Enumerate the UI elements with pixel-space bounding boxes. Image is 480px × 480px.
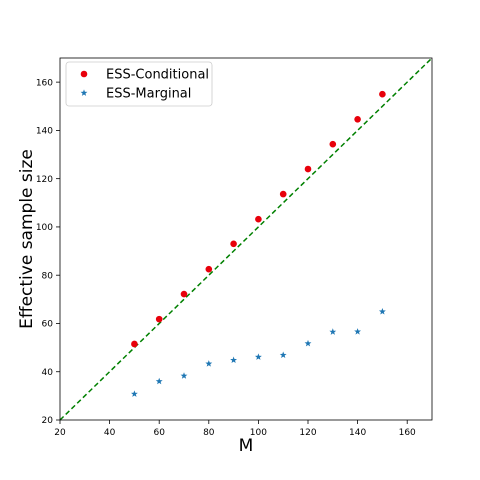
ess-marginal-point — [205, 360, 213, 367]
ess-marginal-point — [254, 353, 262, 360]
ess-conditional-point — [155, 315, 163, 323]
x-tick-label: 100 — [250, 428, 267, 438]
ess-conditional-point — [379, 90, 386, 98]
ess-conditional-point — [131, 340, 138, 348]
legend-box — [65, 61, 213, 107]
reference-line — [59, 57, 433, 421]
ess-conditional-point — [329, 140, 337, 148]
y-tick-label: 100 — [36, 223, 53, 233]
y-tick-label: 40 — [42, 368, 54, 378]
y-tick-label: 60 — [42, 320, 54, 330]
ess-conditional-point — [255, 215, 262, 223]
ess-conditional-point — [304, 165, 312, 173]
ess-marginal-point — [155, 377, 163, 385]
ess-conditional-point — [180, 290, 188, 298]
x-axis: 20 40 60 80 100 120 140 160 — [54, 420, 416, 438]
ess-marginal-point — [180, 372, 188, 379]
legend: ESS-Conditional ESS-Marginal — [65, 61, 213, 107]
ess-marginal-point — [304, 339, 312, 347]
ess-marginal-point — [279, 351, 287, 358]
ess-conditional-point — [205, 265, 213, 273]
ess-marginal-point — [378, 308, 386, 315]
x-tick-label: 160 — [399, 428, 416, 438]
legend-label: ESS-Conditional — [106, 68, 209, 83]
ess-marginal-point — [130, 390, 138, 397]
ess-marginal-point — [329, 328, 337, 335]
ess-conditional-point — [354, 115, 361, 123]
axes-frame — [59, 57, 433, 421]
ess-marginal-point — [230, 356, 238, 364]
x-tick-label: 120 — [299, 428, 316, 438]
y-tick-label: 140 — [36, 127, 53, 137]
y-axis: 20 40 60 80 100 120 140 160 — [36, 78, 60, 426]
y-tick-label: 120 — [36, 175, 53, 185]
x-tick-label: 20 — [54, 428, 66, 438]
x-tick-label: 80 — [203, 428, 215, 438]
y-tick-label: 20 — [42, 416, 54, 426]
y-tick-label: 160 — [36, 78, 53, 88]
legend-marker — [80, 70, 88, 78]
plot-area — [59, 57, 433, 421]
ess-conditional-point — [230, 240, 237, 248]
x-tick-label: 40 — [104, 428, 116, 438]
y-tick-label: 80 — [42, 271, 54, 281]
legend-label: ESS-Marginal — [106, 87, 191, 102]
x-axis-label: M — [239, 436, 254, 456]
x-tick-label: 140 — [349, 428, 366, 438]
legend-marker — [80, 89, 88, 96]
y-axis-label: Effective sample size — [17, 149, 37, 329]
ess-conditional-point — [279, 190, 287, 198]
x-tick-label: 60 — [153, 428, 165, 438]
ess-marginal-point — [354, 328, 362, 335]
